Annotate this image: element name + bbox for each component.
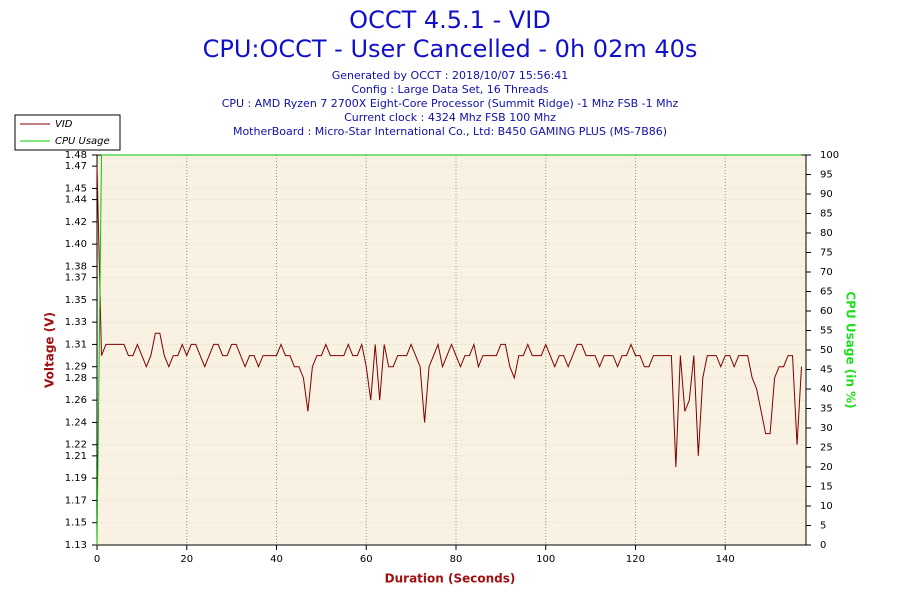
y-tick-label: 1.40: [65, 239, 87, 250]
y2-tick-label: 95: [820, 170, 833, 181]
y2-tick-label: 60: [820, 306, 833, 317]
y-tick-label: 1.38: [65, 261, 87, 272]
y-tick-label: 1.24: [65, 417, 87, 428]
y-tick-label: 1.13: [65, 540, 87, 551]
y2-tick-label: 40: [820, 384, 833, 395]
info-line: Current clock : 4324 Mhz FSB 100 Mhz: [344, 111, 556, 124]
y2-tick-label: 10: [820, 501, 833, 512]
x-tick-label: 0: [94, 554, 100, 565]
y2-tick-label: 55: [820, 326, 833, 337]
y2-tick-label: 70: [820, 267, 833, 278]
y-tick-label: 1.28: [65, 373, 87, 384]
y2-tick-label: 25: [820, 443, 833, 454]
y-tick-label: 1.33: [65, 317, 87, 328]
y2-tick-label: 100: [820, 150, 839, 161]
y-tick-label: 1.21: [65, 451, 87, 462]
y-tick-label: 1.44: [65, 195, 87, 206]
x-tick-label: 40: [270, 554, 283, 565]
x-tick-label: 100: [536, 554, 555, 565]
info-line: CPU : AMD Ryzen 7 2700X Eight-Core Proce…: [222, 97, 679, 110]
chart-title: OCCT 4.5.1 - VID: [349, 6, 551, 34]
y2-axis-label: CPU Usage (in %): [844, 291, 858, 408]
legend-box: [14, 114, 121, 151]
y-tick-label: 1.45: [65, 183, 87, 194]
legend-label: CPU Usage: [55, 136, 110, 147]
y2-tick-label: 90: [820, 189, 833, 200]
y-tick-label: 1.29: [65, 362, 87, 373]
x-tick-label: 20: [180, 554, 193, 565]
y2-tick-label: 45: [820, 365, 833, 376]
x-tick-label: 120: [626, 554, 645, 565]
y2-tick-label: 15: [820, 482, 833, 493]
plot-area: [97, 155, 806, 545]
y2-tick-label: 85: [820, 209, 833, 220]
y2-tick-label: 35: [820, 404, 833, 415]
x-tick-label: 60: [360, 554, 373, 565]
x-tick-label: 140: [716, 554, 735, 565]
legend-label: VID: [55, 119, 73, 130]
y-tick-label: 1.19: [65, 473, 87, 484]
info-line: Config : Large Data Set, 16 Threads: [352, 83, 549, 96]
x-tick-label: 80: [450, 554, 463, 565]
y2-tick-label: 75: [820, 248, 833, 259]
y2-tick-label: 30: [820, 423, 833, 434]
y-tick-label: 1.47: [65, 161, 87, 172]
series-line: [96, 154, 802, 546]
y-tick-label: 1.35: [65, 295, 87, 306]
y2-tick-label: 5: [820, 521, 826, 532]
y-tick-label: 1.42: [65, 217, 87, 228]
y2-tick-label: 50: [820, 345, 833, 356]
y-tick-label: 1.31: [65, 339, 87, 350]
chart-subtitle: CPU:OCCT - User Cancelled - 0h 02m 40s: [203, 35, 698, 63]
info-line: MotherBoard : Micro-Star International C…: [233, 125, 667, 138]
series-line: [96, 166, 803, 468]
info-line: Generated by OCCT : 2018/10/07 15:56:41: [332, 69, 569, 82]
y-tick-label: 1.22: [65, 440, 87, 451]
y2-tick-label: 80: [820, 228, 833, 239]
y-tick-label: 1.37: [65, 273, 87, 284]
y-axis-label: Voltage (V): [43, 312, 57, 388]
y2-tick-label: 20: [820, 462, 833, 473]
y-tick-label: 1.48: [65, 150, 87, 161]
y-tick-label: 1.26: [65, 395, 87, 406]
y2-tick-label: 0: [820, 540, 826, 551]
y-tick-label: 1.17: [65, 495, 87, 506]
y-tick-label: 1.15: [65, 518, 87, 529]
x-axis-label: Duration (Seconds): [385, 572, 516, 586]
y2-tick-label: 65: [820, 287, 833, 298]
